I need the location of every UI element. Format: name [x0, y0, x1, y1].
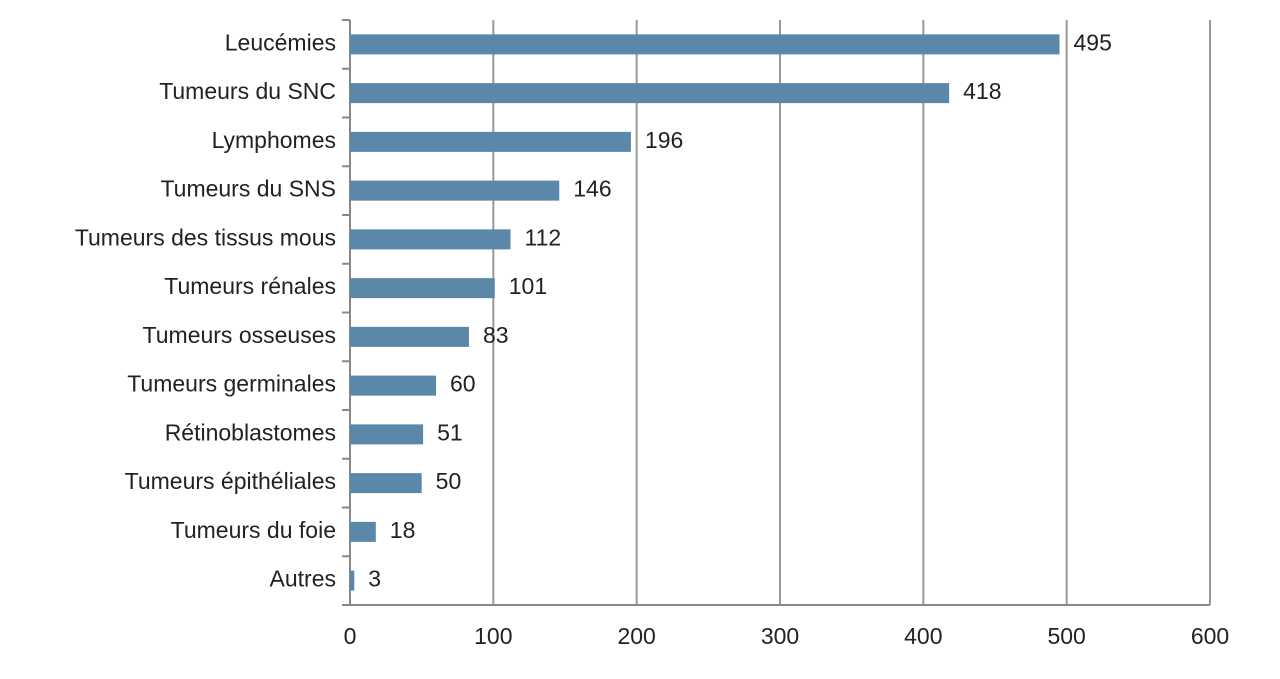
x-tick-label: 0	[344, 623, 357, 649]
value-label: 101	[509, 273, 547, 299]
x-tick-label: 500	[1047, 623, 1085, 649]
value-label: 146	[573, 176, 611, 202]
x-tick-label: 600	[1191, 623, 1229, 649]
bar	[350, 570, 355, 591]
y-tick-label: Tumeurs du foie	[171, 517, 336, 543]
y-tick-label: Tumeurs des tissus mous	[75, 224, 336, 250]
value-label: 50	[436, 468, 462, 494]
value-label: 51	[437, 419, 463, 445]
value-label: 60	[450, 371, 476, 397]
value-label: 495	[1074, 29, 1112, 55]
bar	[350, 180, 560, 201]
value-label: 3	[368, 566, 381, 592]
value-label: 18	[390, 517, 416, 543]
y-tick-label: Autres	[270, 566, 336, 592]
y-tick-label: Tumeurs du SNS	[160, 176, 336, 202]
value-label: 83	[483, 322, 509, 348]
y-tick-label: Rétinoblastomes	[165, 419, 336, 445]
y-tick-label: Lymphomes	[212, 127, 336, 153]
y-tick-label: Tumeurs rénales	[164, 273, 336, 299]
y-tick-label: Tumeurs germinales	[127, 371, 336, 397]
bar	[350, 473, 422, 494]
bar	[350, 34, 1060, 55]
value-label: 418	[963, 78, 1001, 104]
value-label: 112	[525, 224, 562, 250]
bar	[350, 375, 436, 396]
value-label: 196	[645, 127, 683, 153]
bar	[350, 326, 469, 347]
y-tick-label: Tumeurs osseuses	[143, 322, 336, 348]
x-tick-label: 100	[474, 623, 512, 649]
x-tick-label: 400	[904, 623, 942, 649]
bar	[350, 83, 950, 104]
y-tick-label: Tumeurs du SNC	[159, 78, 336, 104]
bar	[350, 424, 424, 445]
bar	[350, 278, 495, 299]
y-tick-label: Tumeurs épithéliales	[125, 468, 336, 494]
x-tick-label: 200	[617, 623, 655, 649]
bar	[350, 131, 631, 152]
y-tick-label: Leucémies	[225, 29, 336, 55]
bar	[350, 521, 376, 542]
x-tick-label: 300	[761, 623, 799, 649]
bar	[350, 229, 511, 250]
